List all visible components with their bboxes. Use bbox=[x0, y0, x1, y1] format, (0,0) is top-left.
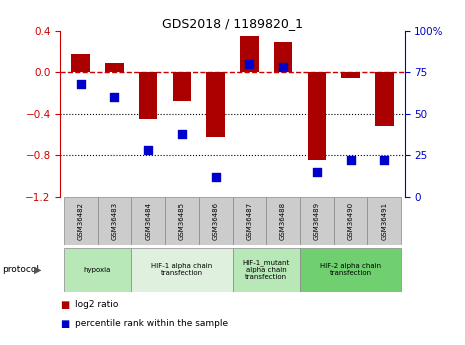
Text: GSM36484: GSM36484 bbox=[145, 202, 151, 240]
Point bbox=[246, 61, 253, 67]
Text: GSM36482: GSM36482 bbox=[78, 202, 84, 240]
Text: GSM36490: GSM36490 bbox=[347, 202, 353, 240]
Bar bbox=[72, 54, 90, 72]
Text: GSM36491: GSM36491 bbox=[381, 202, 387, 240]
Point bbox=[111, 95, 118, 100]
Bar bbox=[240, 36, 259, 72]
Point bbox=[380, 157, 388, 163]
Text: GSM36486: GSM36486 bbox=[213, 202, 219, 240]
Text: ▶: ▶ bbox=[34, 265, 41, 275]
Bar bbox=[131, 197, 165, 245]
Bar bbox=[165, 197, 199, 245]
Text: hypoxia: hypoxia bbox=[84, 267, 111, 273]
Point bbox=[145, 148, 152, 153]
Text: log2 ratio: log2 ratio bbox=[75, 300, 119, 309]
Text: HIF-2 alpha chain
transfection: HIF-2 alpha chain transfection bbox=[320, 264, 381, 276]
Text: GSM36487: GSM36487 bbox=[246, 202, 252, 240]
Bar bbox=[105, 63, 124, 72]
Bar bbox=[274, 42, 292, 72]
Bar bbox=[232, 197, 266, 245]
Bar bbox=[300, 197, 334, 245]
Text: HIF-1 alpha chain
transfection: HIF-1 alpha chain transfection bbox=[151, 264, 213, 276]
Point bbox=[279, 65, 287, 70]
Text: GSM36485: GSM36485 bbox=[179, 202, 185, 240]
Bar bbox=[64, 197, 98, 245]
Bar bbox=[300, 248, 401, 292]
Bar bbox=[139, 72, 158, 119]
Bar bbox=[341, 72, 360, 78]
Point bbox=[313, 169, 320, 175]
Bar bbox=[375, 72, 393, 126]
Text: GSM36488: GSM36488 bbox=[280, 202, 286, 240]
Text: GSM36483: GSM36483 bbox=[112, 202, 118, 240]
Point bbox=[347, 157, 354, 163]
Title: GDS2018 / 1189820_1: GDS2018 / 1189820_1 bbox=[162, 17, 303, 30]
Bar bbox=[334, 197, 367, 245]
Text: GSM36489: GSM36489 bbox=[314, 202, 320, 240]
Bar bbox=[98, 197, 131, 245]
Text: percentile rank within the sample: percentile rank within the sample bbox=[75, 319, 228, 328]
Bar bbox=[367, 197, 401, 245]
Text: HIF-1_mutant
alpha chain
transfection: HIF-1_mutant alpha chain transfection bbox=[243, 259, 290, 280]
Bar bbox=[266, 197, 300, 245]
Bar bbox=[173, 72, 191, 101]
Text: ■: ■ bbox=[60, 319, 70, 329]
Bar bbox=[232, 248, 300, 292]
Bar bbox=[307, 72, 326, 160]
Text: protocol: protocol bbox=[2, 265, 40, 275]
Bar bbox=[199, 197, 232, 245]
Bar bbox=[131, 248, 232, 292]
Bar bbox=[206, 72, 225, 137]
Point bbox=[178, 131, 186, 137]
Point bbox=[77, 81, 85, 87]
Text: ■: ■ bbox=[60, 300, 70, 310]
Point bbox=[212, 174, 219, 179]
Bar bbox=[64, 248, 131, 292]
